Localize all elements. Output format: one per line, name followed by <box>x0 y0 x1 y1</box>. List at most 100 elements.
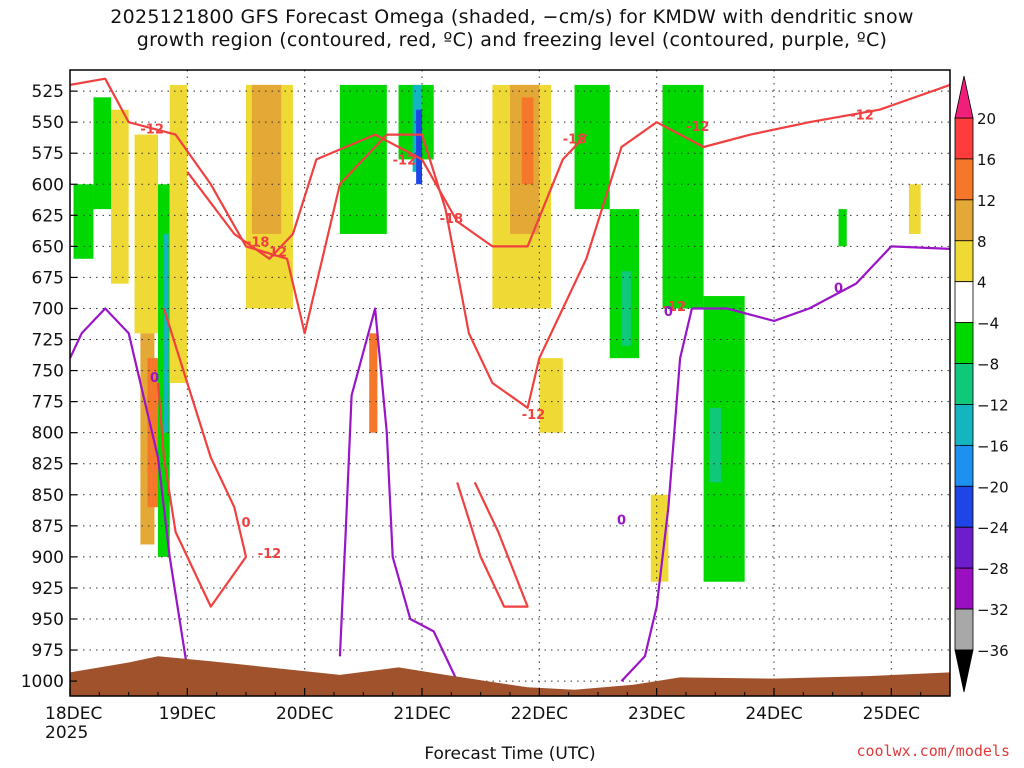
dgz-contour-2 <box>156 308 248 608</box>
terrain-surface <box>70 656 950 696</box>
contour-label-6: -12 <box>522 408 546 423</box>
x-tick-label-2: 20DEC <box>276 704 333 724</box>
omega-patch-5 <box>147 358 160 508</box>
contour-label-11: 0 <box>241 516 250 531</box>
omega-patch-11 <box>369 333 378 433</box>
chart-title: 2025121800 GFS Forecast Omega (shaded, −… <box>0 6 1024 52</box>
x-tick-label-3: 21DEC <box>393 704 450 724</box>
x-axis-label: Forecast Time (UTC) <box>424 744 596 764</box>
y-tick-label-4: 625 <box>32 206 64 226</box>
contour-label-5: -18 <box>440 212 464 227</box>
contour-label-10: -12 <box>258 547 282 562</box>
contour-label-8: -12 <box>686 120 710 135</box>
x-axis: 18DEC 19DEC 20DEC 21DEC 22DEC 23DEC 24DEC 25DEC… <box>45 688 922 743</box>
colorbar-label-6: −8 <box>977 356 999 374</box>
dgz-contour-0 <box>70 77 950 409</box>
colorbar-segment-9 <box>954 485 974 528</box>
omega-patch-7 <box>163 233 169 433</box>
colorbar-label-1: 16 <box>977 151 996 169</box>
freezing-contour-0 <box>70 307 212 689</box>
freezing-contour-1 <box>338 307 459 682</box>
omega-patch-19 <box>574 84 610 210</box>
y-tick-label-9: 750 <box>32 362 64 382</box>
contour-label-4: -18 <box>563 132 587 147</box>
omega-patch-22 <box>539 358 563 433</box>
title-line-1: 2025121800 GFS Forecast Omega (shaded, −… <box>110 6 914 28</box>
omega-patch-27 <box>838 209 847 247</box>
omega-patch-2 <box>111 109 129 284</box>
omega-patch-28 <box>908 184 921 234</box>
colorbar-label-5: −4 <box>977 315 999 333</box>
colorbar-label-10: −24 <box>977 519 1009 537</box>
colorbar-label-3: 8 <box>977 233 987 251</box>
contour-label-2: -12 <box>264 245 288 260</box>
contour-label-13: 0 <box>617 514 626 529</box>
y-tick-label-3: 600 <box>32 175 64 195</box>
colorbar-segment-5 <box>954 322 974 364</box>
colorbar-segment-8 <box>954 444 974 487</box>
colorbar-segment-7 <box>954 404 974 446</box>
colorbar-label-9: −20 <box>977 478 1009 496</box>
omega-shading <box>73 84 921 582</box>
x-tick-label-4: 22DEC <box>511 704 568 724</box>
colorbar-legend: 20 16 12 8 4 −4 −8 −12 −16 −20 −24 −28 −32 −36 <box>954 75 1009 693</box>
colorbar-label-13: −36 <box>977 642 1009 660</box>
y-tick-label-0: 525 <box>32 82 64 102</box>
omega-patch-1 <box>93 97 112 210</box>
colorbar-label-7: −12 <box>977 396 1009 414</box>
y-tick-label-15: 900 <box>32 548 64 568</box>
y-tick-label-7: 700 <box>32 299 64 319</box>
x-tick-label-7: 25DEC <box>863 704 920 724</box>
colorbar-segment-3 <box>954 240 974 283</box>
omega-patch-21 <box>621 271 631 346</box>
colorbar-segment-6 <box>954 363 974 405</box>
y-tick-label-18: 975 <box>32 641 64 661</box>
contour-label-0: -12 <box>140 122 164 137</box>
omega-patch-26 <box>650 494 669 582</box>
y-tick-label-19: 1000 <box>21 672 64 692</box>
colorbar-segment-10 <box>954 526 974 569</box>
x-tick-label-0: 18DEC <box>45 704 102 724</box>
x-year-label: 2025 <box>45 723 88 743</box>
contour-label-1: -18 <box>246 235 270 250</box>
y-tick-label-14: 875 <box>32 517 64 537</box>
y-tick-label-11: 800 <box>32 424 64 444</box>
contour-label-12: 0 <box>150 371 159 386</box>
y-tick-label-16: 925 <box>32 579 64 599</box>
y-tick-label-12: 825 <box>32 455 64 475</box>
colorbar-segment-0 <box>954 117 974 160</box>
colorbar-segment-11 <box>954 567 974 610</box>
contour-label-14: 0 <box>664 305 673 320</box>
contour-label-7: -12 <box>663 300 687 315</box>
title-line-2: growth region (contoured, red, ºC) and f… <box>136 29 888 51</box>
contour-label-3: -12 <box>393 153 417 168</box>
colorbar-label-8: −16 <box>977 437 1009 455</box>
omega-patch-23 <box>662 84 704 309</box>
colorbar-label-4: 4 <box>977 274 987 292</box>
contour-label-15: 0 <box>834 281 843 296</box>
y-tick-label-2: 575 <box>32 144 64 164</box>
y-tick-label-13: 850 <box>32 486 64 506</box>
omega-patch-18 <box>521 97 534 185</box>
y-axis: 525 550 575 600 625 650 675 700 725 750 775 800 825 8… <box>21 82 77 692</box>
y-tick-label-8: 725 <box>32 331 64 351</box>
credit-text: coolwx.com/models <box>856 742 1010 760</box>
colorbar-segment-2 <box>954 199 974 242</box>
omega-patch-25 <box>709 407 722 483</box>
colorbar-segment-4 <box>954 281 974 324</box>
colorbar-label-12: −32 <box>977 601 1009 619</box>
colorbar-segment-1 <box>954 158 974 201</box>
omega-patch-10 <box>251 84 282 234</box>
y-tick-label-1: 550 <box>32 113 64 133</box>
x-tick-label-1: 19DEC <box>159 704 216 724</box>
colorbar-segment-12 <box>954 608 974 651</box>
contour-label-9: -12 <box>850 109 874 124</box>
omega-patch-15 <box>416 109 422 185</box>
x-tick-label-5: 23DEC <box>628 704 685 724</box>
terrain-fill <box>70 656 950 696</box>
contour-lines <box>70 77 950 689</box>
x-tick-label-6: 24DEC <box>745 704 802 724</box>
y-tick-label-17: 950 <box>32 610 64 630</box>
